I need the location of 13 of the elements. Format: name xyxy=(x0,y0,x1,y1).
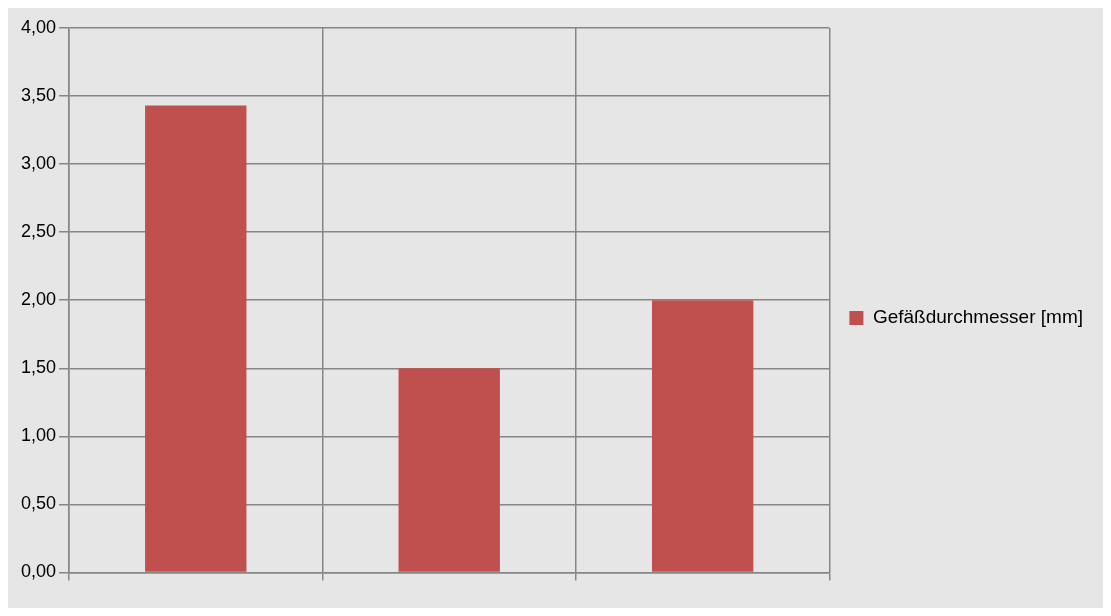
y-tick-label: 3,50 xyxy=(20,85,57,106)
y-tick-label: 1,00 xyxy=(20,425,57,446)
legend-label: Gefäßdurchmesser [mm] xyxy=(872,306,1084,328)
y-tick-label: 1,50 xyxy=(20,357,57,378)
y-tick-label: 2,00 xyxy=(20,289,57,310)
bar xyxy=(398,368,500,572)
bar xyxy=(651,300,754,572)
bar xyxy=(145,105,247,572)
y-tick-label: 0,50 xyxy=(20,493,57,514)
y-tick-label: 4,00 xyxy=(20,16,57,37)
y-tick-label: 0,00 xyxy=(20,561,57,582)
y-tick-label: 2,50 xyxy=(20,221,57,242)
y-tick-label: 3,00 xyxy=(20,153,57,174)
